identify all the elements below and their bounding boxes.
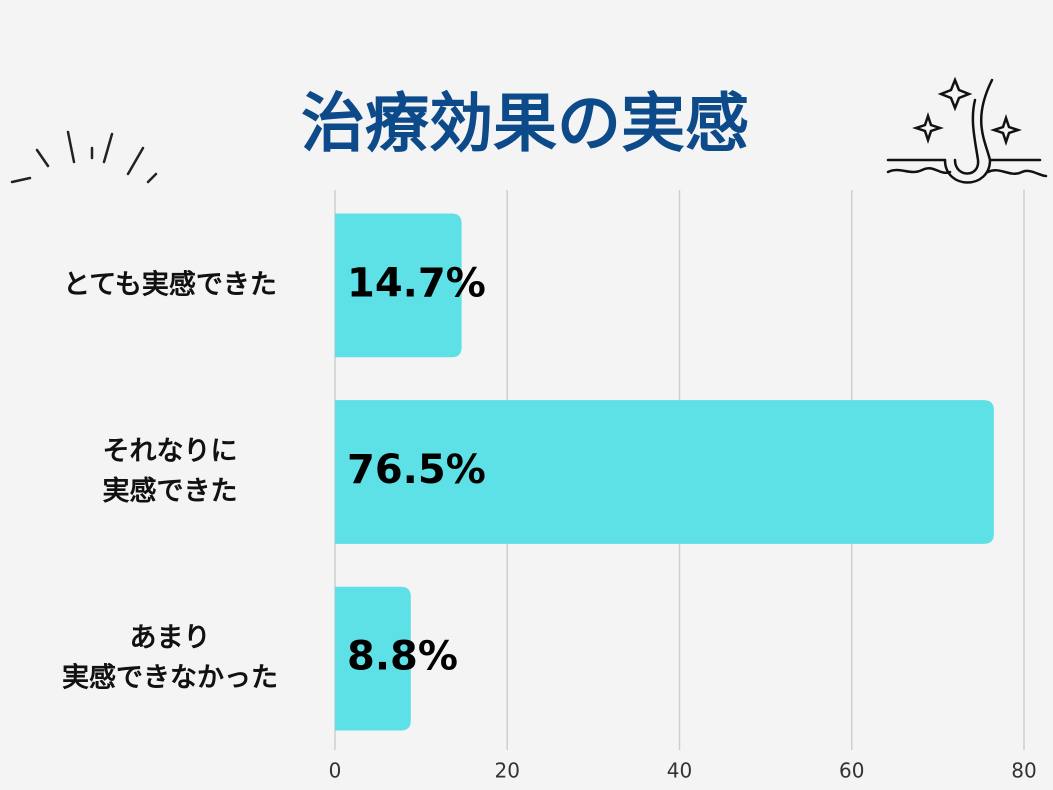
value-label: 14.7% <box>347 260 486 306</box>
y-tick-label-line: 実感できなかった <box>62 661 278 693</box>
x-tick-label: 60 <box>839 759 864 783</box>
y-tick-label-line: とても実感できた <box>63 268 277 300</box>
x-tick-label: 0 <box>329 759 342 783</box>
y-tick-label: あまり実感できなかった <box>62 622 278 693</box>
chart-title: 治療効果の実感 <box>301 88 749 162</box>
y-tick-label-line: それなりに <box>103 436 238 467</box>
value-label: 8.8% <box>347 634 458 680</box>
hair-icon <box>886 76 1048 184</box>
y-tick-label: とても実感できた <box>63 268 277 300</box>
decoration-lines <box>10 130 158 184</box>
bar <box>335 213 462 358</box>
bar <box>335 400 994 544</box>
x-tick-label: 40 <box>667 759 692 783</box>
bar <box>335 586 411 731</box>
y-tick-label-line: あまり <box>130 622 211 653</box>
y-tick-label: それなりに実感できた <box>103 436 238 507</box>
y-tick-label-line: 実感できた <box>103 475 238 507</box>
x-tick-label: 20 <box>495 759 520 783</box>
x-tick-label: 80 <box>1011 759 1036 783</box>
value-label: 76.5% <box>347 447 486 493</box>
